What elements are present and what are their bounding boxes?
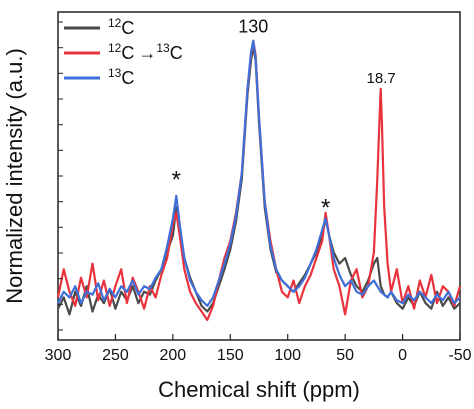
legend: 12C 12C →13C 13C [64,16,183,88]
x-tick-label: 50 [336,347,354,364]
y-axis-ticks [58,21,63,331]
series-line-1 [56,39,462,322]
annotations: 130 18.7 * * [172,16,396,221]
series-line-2 [57,39,461,307]
legend-label-2: 13C [108,66,134,88]
series-line-0 [57,45,461,316]
x-axis-ticks: 300 250 200 150 100 50 0 -50 [45,334,472,364]
x-tick-label: 150 [217,347,244,364]
peak-annotation-3: * [321,195,330,222]
x-tick-label: 200 [160,347,187,364]
peak-annotation-1: 18.7 [366,70,395,87]
x-tick-label: 100 [274,347,301,364]
x-tick-label: -50 [448,347,471,364]
x-tick-label: 250 [102,347,129,364]
peak-annotation-0: 130 [238,16,268,36]
y-axis-label: Normalized intensity (a.u.) [2,48,27,304]
legend-label-1: 12C →13C [108,41,183,63]
series-layer [56,39,462,322]
x-tick-label: 0 [398,347,407,364]
legend-label-0: 12C [108,16,134,38]
x-tick-label: 300 [45,347,72,364]
peak-annotation-2: * [172,166,181,193]
x-axis-label: Chemical shift (ppm) [158,377,360,402]
